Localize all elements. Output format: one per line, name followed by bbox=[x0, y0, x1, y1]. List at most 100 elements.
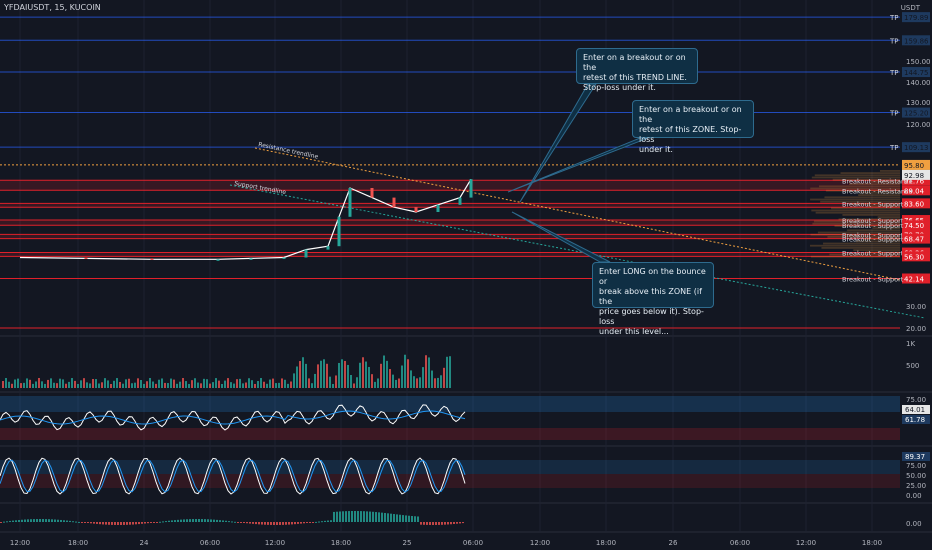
macd-bar bbox=[399, 514, 401, 522]
volume-bar bbox=[356, 377, 358, 388]
volume-bar bbox=[92, 378, 94, 388]
volume-profile-bar bbox=[813, 220, 900, 223]
volume-bar bbox=[332, 383, 334, 388]
macd-bar bbox=[438, 522, 440, 525]
volume-bar bbox=[449, 356, 451, 388]
price-badge-label: Breakout - Support bbox=[842, 222, 904, 230]
macd-bar bbox=[387, 513, 389, 522]
volume-bar bbox=[320, 360, 322, 388]
volume-profile-bar bbox=[811, 176, 900, 179]
volume-axis-tick: 500 bbox=[906, 362, 919, 370]
volume-profile-bar bbox=[834, 225, 900, 227]
macd-bar bbox=[186, 519, 188, 522]
volume-bar bbox=[389, 369, 391, 388]
rsi-badge-value: 64.01 bbox=[905, 406, 925, 414]
volume-bar bbox=[17, 378, 19, 388]
volume-bar bbox=[98, 383, 100, 388]
volume-bar bbox=[410, 370, 412, 388]
volume-bar bbox=[89, 383, 91, 388]
macd-bar bbox=[234, 521, 236, 523]
volume-bar bbox=[119, 381, 121, 388]
volume-bar bbox=[11, 383, 13, 388]
macd-bar bbox=[159, 521, 161, 523]
price-axis-tick: 130.00 bbox=[906, 99, 931, 107]
macd-bar bbox=[201, 519, 203, 522]
volume-bar bbox=[437, 377, 439, 388]
price-badge-label: Breakout - Support bbox=[842, 236, 904, 244]
volume-bar bbox=[254, 383, 256, 388]
macd-bar bbox=[306, 522, 308, 523]
price-badge bbox=[902, 107, 930, 118]
volume-bar bbox=[329, 376, 331, 388]
price-badge bbox=[902, 12, 930, 23]
volume-bar bbox=[104, 378, 106, 388]
volume-bar bbox=[122, 383, 124, 388]
volume-bar bbox=[269, 379, 271, 388]
volume-bar bbox=[152, 381, 154, 388]
macd-bar bbox=[261, 522, 263, 525]
volume-bar bbox=[317, 364, 319, 388]
macd-bar bbox=[198, 519, 200, 522]
macd-bar bbox=[54, 519, 56, 522]
stoch-d-line bbox=[0, 459, 466, 493]
macd-bar bbox=[372, 511, 374, 522]
rsi-badge-value: 61.78 bbox=[905, 416, 925, 424]
stoch-band bbox=[0, 474, 900, 488]
macd-bar bbox=[447, 522, 449, 525]
volume-bar bbox=[290, 381, 292, 388]
volume-bar bbox=[179, 381, 181, 388]
volume-bar bbox=[440, 375, 442, 388]
price-badge bbox=[902, 142, 930, 153]
volume-bar bbox=[86, 382, 88, 388]
volume-profile-bar bbox=[824, 196, 900, 199]
macd-bar bbox=[459, 522, 461, 524]
volume-bar bbox=[413, 376, 415, 388]
macd-bar bbox=[153, 522, 155, 523]
volume-bar bbox=[260, 378, 262, 388]
macd-bar bbox=[393, 514, 395, 522]
time-axis-label: 18:00 bbox=[331, 539, 351, 547]
macd-bar bbox=[81, 522, 83, 523]
macd-bar bbox=[315, 521, 317, 523]
macd-bar bbox=[453, 522, 455, 524]
volume-profile-bar bbox=[818, 185, 900, 188]
time-axis-label: 06:00 bbox=[730, 539, 750, 547]
macd-bar bbox=[249, 522, 251, 524]
volume-bar bbox=[326, 363, 328, 388]
volume-bar bbox=[5, 378, 7, 388]
rsi-badge bbox=[902, 405, 930, 414]
price-badge-label: Breakout - Resistance bbox=[842, 187, 913, 195]
volume-bar bbox=[308, 378, 310, 388]
volume-bar bbox=[203, 378, 205, 388]
candle bbox=[304, 249, 308, 258]
volume-bar bbox=[155, 383, 157, 388]
price-axis-tick: 140.00 bbox=[906, 79, 931, 87]
price-badge-value: 109.13 bbox=[904, 144, 929, 152]
volume-bar bbox=[161, 378, 163, 388]
macd-bar bbox=[381, 512, 383, 522]
macd-bar bbox=[21, 519, 23, 522]
macd-bar bbox=[84, 522, 86, 523]
macd-bar bbox=[396, 514, 398, 522]
macd-bar bbox=[165, 521, 167, 523]
callout-pointer bbox=[519, 83, 597, 203]
macd-bar bbox=[72, 521, 74, 523]
volume-bar bbox=[278, 382, 280, 388]
volume-profile-bar bbox=[831, 207, 900, 210]
support-zone bbox=[0, 220, 900, 226]
macd-bar bbox=[324, 520, 326, 522]
macd-bar bbox=[45, 519, 47, 522]
macd-bar bbox=[9, 520, 11, 522]
macd-bar bbox=[147, 522, 149, 524]
macd-bar bbox=[219, 520, 221, 522]
macd-bar bbox=[30, 519, 32, 522]
volume-bar bbox=[113, 380, 115, 388]
volume-bar bbox=[275, 383, 277, 388]
price-badge-label: Breakout - Support bbox=[842, 217, 904, 225]
stoch-badge bbox=[902, 452, 930, 461]
volume-profile-bar bbox=[810, 198, 900, 201]
volume-profile-bar bbox=[815, 211, 900, 214]
macd-bar bbox=[33, 519, 35, 522]
volume-bar bbox=[431, 370, 433, 388]
